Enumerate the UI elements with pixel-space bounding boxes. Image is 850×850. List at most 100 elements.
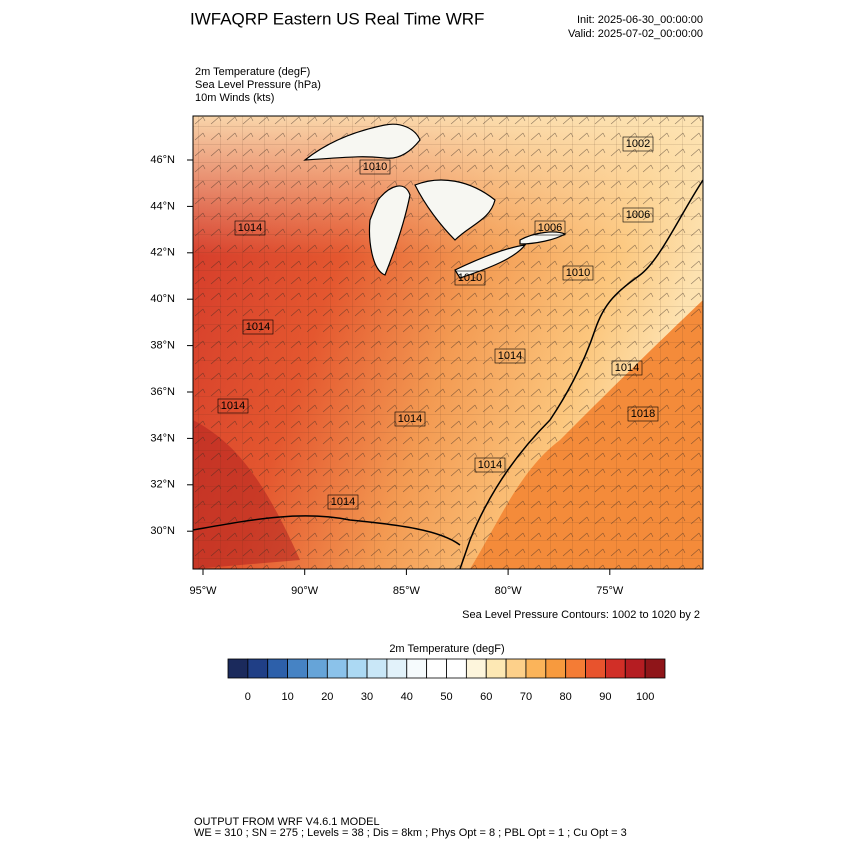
colorbar-tick-label: 20 [321, 691, 333, 703]
pressure-label: 1002 [626, 138, 650, 150]
colorbar-tick-label: 40 [401, 691, 413, 703]
colorbar-bin [227, 658, 249, 679]
pressure-label-box [242, 319, 274, 335]
title: IWFAQRP Eastern US Real Time WRF [190, 9, 484, 28]
lat-label: 42°N [150, 247, 175, 259]
colorbar-bin [326, 658, 348, 679]
pressure-label-box [359, 159, 391, 175]
lake-superior [303, 123, 421, 161]
pressure-label: 1010 [458, 272, 482, 284]
lat-label: 30°N [150, 525, 175, 537]
colorbar-bin [485, 658, 507, 679]
lake-huron [414, 179, 496, 241]
pressure-label: 1014 [246, 321, 270, 333]
pressure-label-box [622, 136, 654, 152]
pressure-label: 1014 [498, 350, 522, 362]
lon-label: 95°W [189, 585, 217, 597]
colorbar-tick-label: 70 [520, 691, 532, 703]
colorbar-bin [446, 658, 467, 679]
colorbar-tick-label: 90 [599, 691, 611, 703]
valid-time: Valid: 2025-07-02_00:00:00 [568, 28, 703, 40]
colorbar-bin [386, 658, 408, 679]
lake-michigan [368, 185, 411, 276]
map-frame [192, 115, 704, 570]
contour-note: Sea Level Pressure Contours: 1002 to 102… [462, 609, 700, 621]
field-name: 10m Winds (kts) [195, 92, 274, 104]
colorbar-bin [346, 658, 368, 679]
colorbar-bin [545, 658, 567, 679]
pressure-label: 1006 [538, 222, 562, 234]
pressure-label: 1014 [221, 400, 245, 412]
lat-label: 40°N [150, 293, 175, 305]
pressure-label-box [562, 265, 594, 281]
colorbar-bin [465, 658, 487, 679]
lake-erie [454, 244, 527, 279]
pressure-label: 1014 [398, 413, 422, 425]
pressure-label: 1018 [631, 408, 655, 420]
lat-label: 38°N [150, 340, 175, 352]
colorbar-bin [505, 658, 527, 679]
pressure-label: 1014 [478, 459, 502, 471]
pressure-label-box [622, 207, 654, 223]
colorbar-bin [644, 658, 666, 679]
colorbar-bin [624, 658, 646, 679]
colorbar-bin [307, 658, 328, 679]
colorbar-bin [366, 658, 388, 679]
gulf-coast [193, 515, 461, 546]
colorbar-tick-label: 0 [245, 691, 251, 703]
colorbar-bin [247, 658, 269, 679]
pressure-label-box [474, 457, 506, 473]
pressure-label: 1014 [238, 222, 262, 234]
pressure-label: 1006 [626, 209, 650, 221]
pressure-label-box [394, 411, 426, 427]
field-name: Sea Level Pressure (hPa) [195, 79, 321, 91]
lon-label: 80°W [495, 585, 523, 597]
colorbar-tick-label: 80 [560, 691, 572, 703]
pressure-label-box [494, 348, 526, 364]
pressure-label: 1014 [615, 362, 639, 374]
colorbar-bin [406, 658, 428, 679]
field-list: 2m Temperature (degF)Sea Level Pressure … [195, 66, 321, 104]
lat-label: 44°N [150, 200, 175, 212]
colorbar-tick-label: 10 [281, 691, 293, 703]
colorbar-tick-label: 60 [480, 691, 492, 703]
pressure-label: 1010 [566, 267, 590, 279]
pressure-label: 1014 [331, 496, 355, 508]
colorbar-bin [525, 658, 547, 679]
footer-line: WE = 310 ; SN = 275 ; Levels = 38 ; Dis … [194, 827, 627, 839]
colorbar-bin [565, 658, 586, 679]
footer-line: OUTPUT FROM WRF V4.6.1 MODEL [194, 816, 380, 828]
field-name: 2m Temperature (degF) [195, 66, 310, 78]
colorbar: 0 10 20 30 40 50 60 70 80 90 100 [227, 658, 666, 703]
map: 1002 1010 1014 1006 1006 1010 1010 1014 1014 1014… [193, 116, 703, 569]
colorbar-title: 2m Temperature (degF) [389, 643, 504, 655]
colorbar-tick-label: 100 [636, 691, 654, 703]
colorbar-tick-label: 30 [361, 691, 373, 703]
pressure-label-box [627, 406, 659, 422]
colorbar-bin [426, 658, 447, 679]
pressure-label: 1010 [363, 161, 387, 173]
lat-label: 36°N [150, 386, 175, 398]
lat-label: 32°N [150, 479, 175, 491]
pressure-label-box [327, 494, 359, 510]
init-time: Init: 2025-06-30_00:00:00 [577, 14, 703, 26]
colorbar-bin [267, 658, 288, 679]
lon-label: 85°W [393, 585, 421, 597]
pressure-label-box [454, 270, 486, 286]
pressure-label-box [234, 220, 266, 236]
colorbar-bin [287, 658, 308, 679]
colorbar-bin [605, 658, 626, 679]
pressure-label-box [611, 360, 643, 376]
colorbar-tick-label: 50 [440, 691, 452, 703]
colorbar-bin [585, 658, 606, 679]
lat-label: 46°N [150, 154, 175, 166]
pressure-label-box [534, 220, 566, 236]
lon-label: 90°W [291, 585, 319, 597]
lon-label: 75°W [596, 585, 624, 597]
lat-label: 34°N [150, 432, 175, 444]
pressure-label-box [217, 398, 249, 414]
coastline [459, 179, 703, 569]
